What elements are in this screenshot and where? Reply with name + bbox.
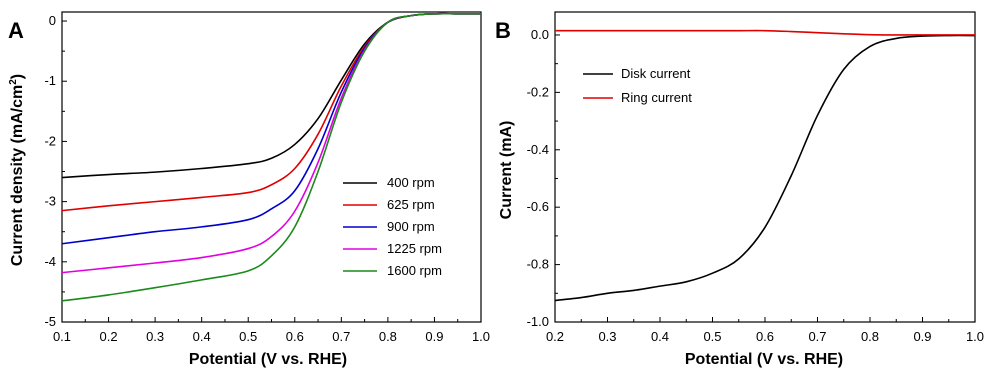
x-tick-label: 0.6 xyxy=(286,329,304,344)
x-tick-label: 0.4 xyxy=(651,329,669,344)
x-tick-label: 0.6 xyxy=(756,329,774,344)
y-tick-label: -1.0 xyxy=(527,314,549,329)
y-tick-label: -4 xyxy=(44,254,56,269)
y-tick-label: -5 xyxy=(44,314,56,329)
panel-b-ylabel: Current (mA) xyxy=(498,121,515,220)
x-tick-label: 0.2 xyxy=(100,329,118,344)
panel-a-label: A xyxy=(8,18,24,43)
x-tick-label: 0.3 xyxy=(146,329,164,344)
panel-a-ylabel-close: ) xyxy=(9,74,26,79)
panel-a-xlabel: Potential (V vs. RHE) xyxy=(189,351,347,368)
x-tick-label: 0.8 xyxy=(861,329,879,344)
x-tick-label: 1.0 xyxy=(966,329,984,344)
y-tick-label: -0.6 xyxy=(527,199,549,214)
panel-a-ylabel-sup: 2 xyxy=(8,79,19,85)
legend-label: 900 rpm xyxy=(387,219,435,234)
series-line-ring-current xyxy=(555,29,975,36)
y-tick-label: -2 xyxy=(44,133,56,148)
x-tick-label: 0.7 xyxy=(808,329,826,344)
x-tick-label: 0.3 xyxy=(598,329,616,344)
legend-label: Disk current xyxy=(621,66,691,81)
panel-b: 0.2 0.3 0.4 0.5 0.6 0.7 0.8 0.9 1.0 0.0 -0.2 -0.4 -0… xyxy=(527,11,984,344)
chart-marks: 0.1 0.2 0.3 0.4 0.5 0.6 0.7 0.8 0.9 1.0 0 -1 -2 -3 -4 -… xyxy=(44,11,984,344)
x-tick-label: 0.9 xyxy=(425,329,443,344)
y-tick-label: -0.2 xyxy=(527,84,549,99)
x-tick-label: 0.7 xyxy=(332,329,350,344)
x-tick-label: 0.5 xyxy=(703,329,721,344)
y-tick-label: -3 xyxy=(44,194,56,209)
panel-a-legend: 400 rpm 625 rpm 900 rpm 1225 rpm 1600 rpm xyxy=(343,175,442,278)
legend-label: 1600 rpm xyxy=(387,263,442,278)
series-line-400-rpm xyxy=(61,12,481,179)
x-tick-label: 0.4 xyxy=(193,329,211,344)
series-line-1600-rpm xyxy=(61,12,481,302)
legend-label: 1225 rpm xyxy=(387,241,442,256)
legend-label: 625 rpm xyxy=(387,197,435,212)
x-tick-label: 0.2 xyxy=(546,329,564,344)
y-tick-label: -0.8 xyxy=(527,257,549,272)
panel-b-label: B xyxy=(495,18,511,43)
x-tick-label: 0.5 xyxy=(239,329,257,344)
x-tick-label: 0.9 xyxy=(913,329,931,344)
panel-b-frame xyxy=(554,11,976,323)
y-tick-label: 0.0 xyxy=(531,27,549,42)
y-tick-label: 0 xyxy=(49,13,56,28)
legend-label: Ring current xyxy=(621,90,692,105)
panel-b-xlabel: Potential (V vs. RHE) xyxy=(685,351,843,368)
panel-b-legend: Disk current Ring current xyxy=(583,66,692,105)
y-tick-label: -0.4 xyxy=(527,142,549,157)
series-line-disk-current xyxy=(554,34,976,302)
panel-a: 0.1 0.2 0.3 0.4 0.5 0.6 0.7 0.8 0.9 1.0 0 -1 -2 -3 -4 -… xyxy=(44,11,490,344)
x-tick-label: 0.1 xyxy=(53,329,71,344)
x-tick-label: 1.0 xyxy=(472,329,490,344)
panel-a-ylabel: Current density (mA/cm2) xyxy=(8,74,26,266)
panel-a-ylabel-main: Current density (mA/cm xyxy=(9,85,26,266)
x-tick-label: 0.8 xyxy=(379,329,397,344)
y-tick-label: -1 xyxy=(44,73,56,88)
legend-label: 400 rpm xyxy=(387,175,435,190)
